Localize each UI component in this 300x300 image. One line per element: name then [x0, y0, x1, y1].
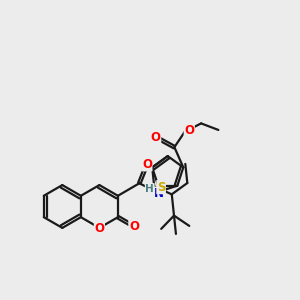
Text: O: O [94, 222, 104, 235]
Text: H: H [145, 184, 154, 194]
Text: S: S [157, 181, 165, 194]
Text: O: O [151, 131, 161, 144]
Text: N: N [154, 187, 164, 200]
Text: O: O [184, 124, 194, 137]
Text: O: O [129, 220, 139, 233]
Text: O: O [142, 158, 152, 171]
